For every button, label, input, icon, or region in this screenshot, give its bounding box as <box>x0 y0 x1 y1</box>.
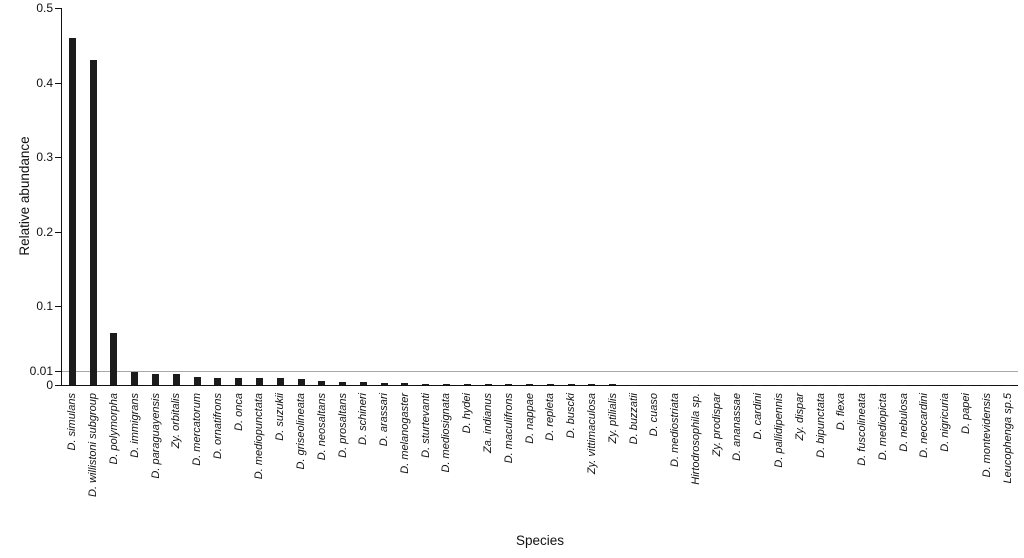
x-tick-label: D. papei <box>960 393 973 434</box>
x-tick-label: D. repleta <box>544 393 557 441</box>
x-tick-label: D. immigrans <box>128 393 141 458</box>
y-tick-label: 0 <box>46 378 53 392</box>
bar <box>214 378 222 385</box>
x-tick-label: D. paraguayensis <box>149 393 162 479</box>
x-tick-label: Zy. orbitalis <box>170 393 183 449</box>
bar <box>255 378 263 385</box>
x-tick-label: D. prosaltans <box>336 393 349 458</box>
x-tick-label: D. neocardini <box>918 393 931 458</box>
y-tick-mark <box>55 82 61 84</box>
x-tick-label: D. mediopunctata <box>253 393 266 480</box>
bar <box>609 384 617 385</box>
x-tick-label: D. hydei <box>461 393 474 434</box>
x-tick-label: D. nebulosa <box>897 393 910 452</box>
y-tick-label: 0.3 <box>36 150 53 164</box>
y-tick-label: 0.1 <box>36 299 53 313</box>
gridline-0-01 <box>62 371 1018 372</box>
x-tick-label: D. schineri <box>357 393 370 445</box>
y-tick-mark <box>55 231 61 233</box>
x-tick-label: D. buzzatii <box>627 393 640 445</box>
x-tick-label: D. cuaso <box>648 393 661 437</box>
bar <box>422 383 430 385</box>
x-tick-label: D. ornatifrons <box>211 393 224 460</box>
x-tick-label: Za. indianus <box>482 393 495 453</box>
x-tick-label: D. suzukii <box>274 393 287 441</box>
bar <box>193 376 201 385</box>
bar <box>172 373 180 385</box>
bar <box>546 384 554 385</box>
bar <box>442 383 450 385</box>
bar <box>297 379 305 385</box>
x-tick-label: D. mercatorum <box>191 393 204 466</box>
y-tick-label: 0.01 <box>29 364 53 378</box>
bar <box>152 373 160 385</box>
y-tick-mark <box>55 8 61 9</box>
y-tick-mark <box>55 371 61 372</box>
y-tick-label: 0.5 <box>36 1 53 15</box>
x-tick-label: D. buscki <box>565 393 578 439</box>
y-tick-mark <box>55 306 61 307</box>
x-tick-label: D. nigricuria <box>939 393 952 452</box>
x-tick-label: D. cardini <box>752 393 765 440</box>
x-tick-label: D. mediosignata <box>440 393 453 473</box>
x-tick-label: D. fuscolineata <box>856 393 869 466</box>
x-tick-label: Zy. prodispar <box>710 393 723 457</box>
x-tick-label: D. polymorpha <box>107 393 120 465</box>
bar <box>89 60 97 385</box>
y-axis-title: Relative abundance <box>17 136 32 256</box>
bar <box>359 382 367 385</box>
x-tick-label: Zy. vittimaculosa <box>585 393 598 475</box>
x-tick-label: D. sturtevanti <box>419 393 432 458</box>
y-tick-mark <box>55 157 61 158</box>
bar <box>588 384 596 385</box>
x-tick-label: D. mediostriata <box>669 393 682 467</box>
x-tick-label: Leucophenga sp.5 <box>1001 393 1014 484</box>
x-tick-label: D. neosaltans <box>315 393 328 461</box>
bar <box>110 333 118 385</box>
bar <box>68 37 76 385</box>
bar <box>380 382 388 385</box>
bar <box>463 383 471 385</box>
x-tick-label: D. mediopicta <box>876 393 889 461</box>
bar <box>401 383 409 385</box>
x-tick-label: D. ananassae <box>731 393 744 461</box>
bar <box>526 384 534 385</box>
y-tick-label: 0.2 <box>36 224 53 239</box>
bar <box>505 384 513 385</box>
bar <box>339 382 347 385</box>
x-tick-label: D. pallidipennis <box>773 393 785 468</box>
x-tick-label: D. onca <box>232 393 245 431</box>
bar <box>318 380 326 385</box>
bar <box>484 384 492 385</box>
x-tick-label: D. maculifrons <box>502 393 515 464</box>
x-tick-label: Zy. dispar <box>793 393 806 441</box>
x-tick-label: D. flexa <box>835 393 848 431</box>
x-tick-label: D. simulans <box>66 393 79 451</box>
x-tick-label: D. nappae <box>523 393 536 444</box>
x-tick-label: Hirtodrosophila sp. <box>689 393 702 485</box>
y-tick-label: 0.4 <box>36 75 53 90</box>
x-axis-line <box>61 385 1018 386</box>
bar <box>567 384 575 385</box>
x-tick-label: D. melanogaster <box>398 393 411 474</box>
x-tick-label: D. griseolineata <box>295 393 307 470</box>
bar <box>276 378 284 385</box>
x-tick-label: D. arassari <box>378 393 391 447</box>
x-tick-label: D. willistoni subgroup <box>87 393 100 497</box>
x-tick-label: D. bipunctata <box>814 393 827 458</box>
y-tick-mark <box>55 385 61 386</box>
x-tick-label: Zy. ptilialis <box>606 393 619 444</box>
x-tick-label: D. montevidensis <box>980 393 993 478</box>
bar <box>131 372 139 385</box>
bar <box>235 378 243 385</box>
x-axis-title: Species <box>515 533 565 548</box>
y-axis-line <box>61 8 62 386</box>
